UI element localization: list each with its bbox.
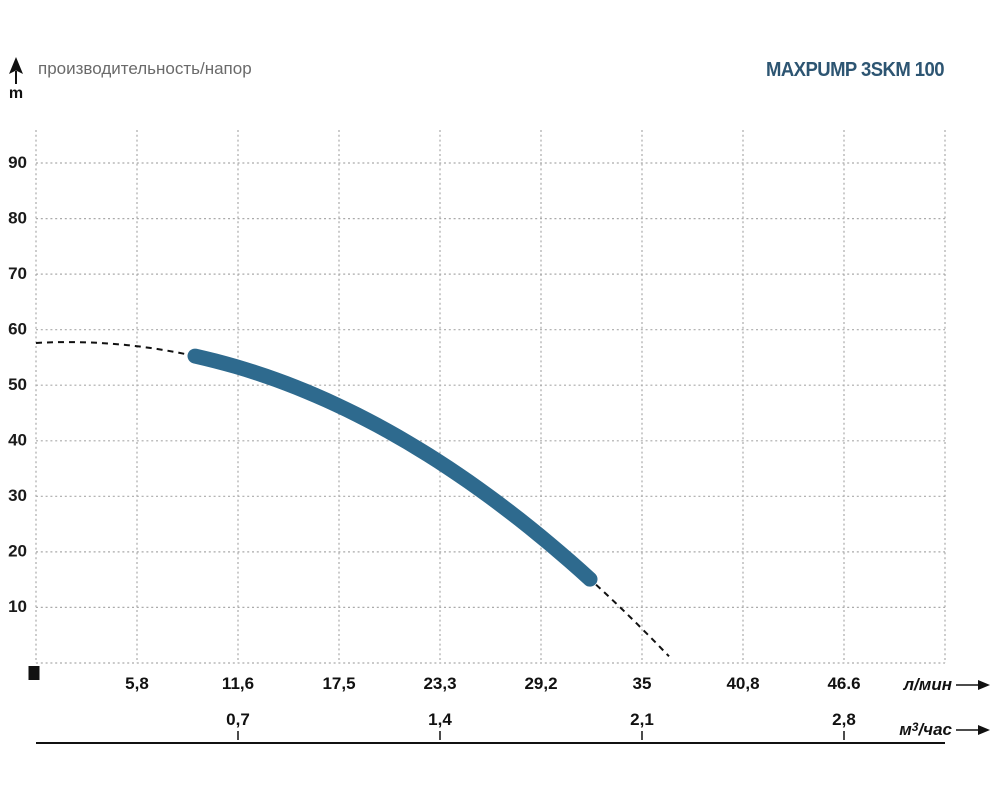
svg-text:17,5: 17,5 (322, 674, 355, 693)
svg-text:60: 60 (8, 320, 27, 339)
svg-text:MAXPUMP 3SKM 100: MAXPUMP 3SKM 100 (766, 59, 944, 81)
svg-text:35: 35 (633, 674, 652, 693)
svg-text:5,8: 5,8 (125, 674, 149, 693)
svg-text:м3/час: м3/час (899, 720, 952, 739)
svg-text:20: 20 (8, 542, 27, 561)
svg-text:1,4: 1,4 (428, 710, 452, 729)
svg-text:2,8: 2,8 (832, 710, 856, 729)
svg-text:11,6: 11,6 (222, 674, 254, 693)
svg-text:90: 90 (8, 153, 27, 172)
svg-text:29,2: 29,2 (524, 674, 557, 693)
svg-text:40: 40 (8, 431, 27, 450)
svg-text:70: 70 (8, 264, 27, 283)
svg-text:m: m (9, 85, 23, 102)
svg-text:2,1: 2,1 (630, 710, 654, 729)
svg-text:46.6: 46.6 (827, 674, 860, 693)
svg-text:10: 10 (8, 597, 27, 616)
svg-text:50: 50 (8, 375, 27, 394)
svg-text:80: 80 (8, 209, 27, 228)
svg-text:0,7: 0,7 (226, 710, 250, 729)
svg-text:40,8: 40,8 (726, 674, 759, 693)
svg-text:л/мин: л/мин (902, 675, 952, 694)
svg-text:производительность/напор: производительность/напор (38, 59, 252, 78)
svg-text:23,3: 23,3 (423, 674, 456, 693)
svg-text:30: 30 (8, 486, 27, 505)
